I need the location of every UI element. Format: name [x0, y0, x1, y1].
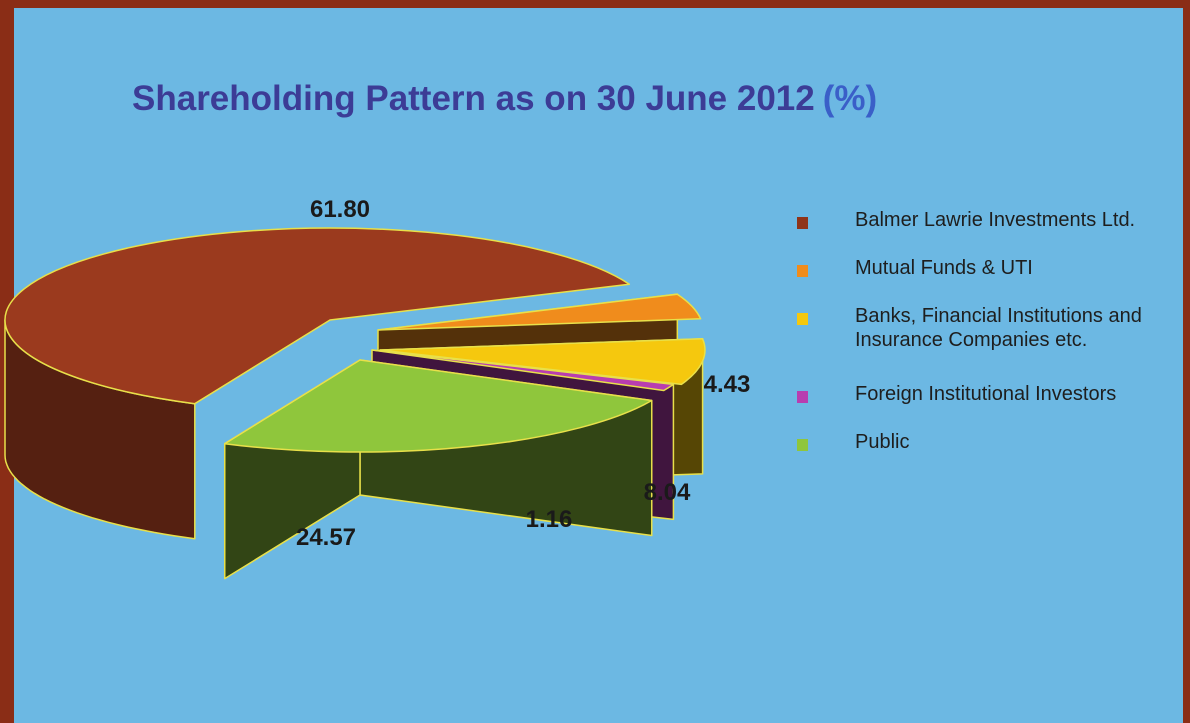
legend-item-balmer-lawrie: Balmer Lawrie Investments Ltd.: [797, 208, 1177, 256]
legend-item-public: Public: [797, 430, 1177, 478]
pie-slice-balmer-lawrie: [4, 227, 631, 540]
pie-slice-public: [224, 359, 653, 580]
legend-label-line2: Insurance Companies etc.: [855, 329, 1088, 351]
data-label-fii: 1.16: [526, 506, 573, 533]
chart-title-text: Shareholding Pattern as on 30 June 2012: [132, 79, 815, 118]
legend-label: Mutual Funds & UTI: [855, 257, 1033, 279]
legend-item-banks-fi: Banks, Financial Institutions and Insuran…: [797, 304, 1177, 382]
legend-item-mutual-funds: Mutual Funds & UTI: [797, 256, 1177, 304]
legend-label: Balmer Lawrie Investments Ltd.: [855, 209, 1136, 231]
data-label-balmer-lawrie: 61.80: [310, 196, 370, 223]
legend-label-line1: Banks, Financial Institutions and: [855, 305, 1142, 327]
chart-title: Shareholding Pattern as on 30 June 2012(…: [132, 79, 877, 119]
legend-swatch: [797, 265, 808, 277]
data-label-banks-fi: 8.04: [644, 479, 691, 506]
legend-label: Banks, Financial Institutions and Insuran…: [855, 304, 1142, 352]
legend-swatch: [797, 313, 808, 325]
legend-item-fii: Foreign Institutional Investors: [797, 382, 1177, 430]
data-label-public: 24.57: [296, 524, 356, 551]
legend-swatch: [797, 391, 808, 403]
legend-label: Foreign Institutional Investors: [855, 383, 1117, 405]
pie-slices: [4, 227, 706, 580]
legend-label: Public: [855, 431, 910, 453]
data-label-mutual-funds: 4.43: [704, 371, 751, 398]
legend-swatch: [797, 439, 808, 451]
chart-title-unit: (%): [822, 79, 878, 118]
legend: Balmer Lawrie Investments Ltd. Mutual Fu…: [797, 208, 1177, 478]
legend-swatch: [797, 217, 808, 229]
